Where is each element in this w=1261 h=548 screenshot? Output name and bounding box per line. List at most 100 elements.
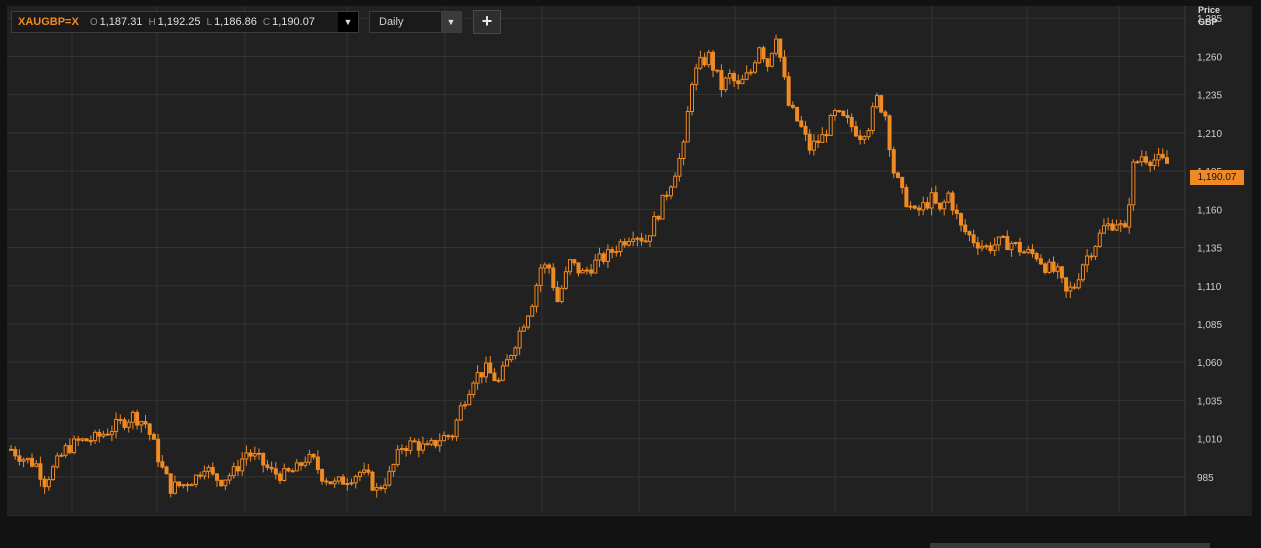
chart-area[interactable]: 985 1,010 1,035 1,060 1,085 1,110 1,135 1,160 1,… — [7, 6, 1252, 516]
add-indicator-button[interactable]: + — [473, 10, 501, 34]
candle-body — [172, 481, 177, 494]
candle-body — [912, 205, 917, 209]
candle-body — [72, 438, 77, 454]
candle-body — [559, 287, 564, 303]
candle-body — [984, 245, 989, 248]
candle-body — [471, 382, 476, 395]
candle-body — [441, 435, 446, 442]
candle-body — [946, 192, 951, 203]
candle-body — [858, 135, 863, 140]
candle-body — [30, 457, 35, 467]
candle-body — [290, 470, 295, 473]
candle-body — [551, 267, 556, 289]
candle-body — [42, 478, 47, 488]
candle-body — [1152, 159, 1157, 166]
candle-body — [748, 71, 753, 74]
currency-label: GBP — [1198, 17, 1218, 27]
candle-body — [740, 78, 745, 85]
candle-body — [954, 209, 959, 215]
candle-body — [408, 440, 413, 451]
candle-body — [349, 482, 354, 485]
candle-body — [223, 479, 228, 487]
candle-body — [1143, 156, 1148, 163]
candle-body — [336, 476, 341, 482]
symbol-quote-selector[interactable]: XAUGBP=X O 1,187.31 H 1,192.25 L 1,186.8… — [11, 11, 359, 33]
candle-body — [278, 473, 283, 481]
candle-body — [1089, 255, 1094, 258]
candle-body — [315, 456, 320, 471]
candle-body — [584, 269, 589, 272]
candle-body — [151, 433, 156, 440]
candle-body — [84, 438, 89, 442]
candle-body — [391, 463, 396, 472]
candle-body — [698, 57, 703, 69]
candle-body — [395, 449, 400, 465]
candle-body — [757, 47, 762, 64]
candle-body — [568, 259, 573, 273]
candle-body — [80, 438, 85, 441]
chevron-down-icon[interactable]: ▼ — [338, 12, 358, 32]
candle-body — [576, 262, 581, 274]
candle-body — [992, 244, 997, 252]
candle-body — [618, 241, 623, 253]
candle-body — [534, 284, 539, 307]
candle-body — [761, 47, 766, 60]
candle-body — [900, 176, 905, 189]
candle-body — [677, 158, 682, 177]
candle-body — [1156, 153, 1161, 161]
candle-body — [1026, 248, 1031, 253]
candle-body — [97, 431, 102, 437]
candle-body — [639, 237, 644, 242]
candle-body — [769, 52, 774, 67]
interval-dropdown[interactable]: Daily ▼ — [369, 11, 462, 33]
candle-body — [345, 482, 350, 485]
candle-body — [404, 448, 409, 451]
candle-body — [475, 372, 480, 384]
candle-body — [93, 431, 98, 442]
candle-body — [1068, 286, 1073, 292]
candle-body — [311, 453, 316, 458]
candle-body — [76, 438, 81, 441]
candle-body — [462, 404, 467, 407]
candle-body — [450, 435, 455, 438]
candle-body — [790, 104, 795, 108]
candle-body — [185, 484, 190, 487]
candle-body — [996, 236, 1001, 246]
candle-body — [303, 461, 308, 466]
candle-body — [1076, 279, 1081, 289]
candle-body — [425, 443, 430, 446]
candle-body — [130, 411, 135, 423]
candle-body — [807, 133, 812, 151]
candle-body — [168, 473, 173, 494]
candle-body — [101, 433, 106, 437]
candle-body — [542, 264, 547, 269]
candle-body — [1051, 261, 1056, 272]
candle-body — [156, 438, 161, 463]
interval-label: Daily — [379, 16, 404, 28]
y-tick-label: 1,235 — [1197, 91, 1222, 102]
price-axis-label: Price — [1198, 5, 1221, 15]
candle-body — [122, 419, 127, 428]
candle-body — [1127, 204, 1132, 228]
candle-body — [711, 51, 716, 71]
chevron-down-icon[interactable]: ▼ — [441, 12, 461, 32]
candle-body — [635, 237, 640, 240]
candle-body — [938, 202, 943, 210]
candle-body — [181, 484, 186, 487]
candle-body — [353, 475, 358, 484]
candle-body — [1165, 157, 1169, 164]
candle-body — [732, 73, 737, 82]
candle-body — [1043, 263, 1048, 273]
candle-body — [547, 264, 552, 269]
candle-body — [597, 253, 602, 261]
candle-body — [193, 474, 198, 485]
candle-body — [908, 205, 913, 208]
time-scrollbar[interactable] — [930, 543, 1210, 548]
candle-body — [1114, 224, 1119, 231]
candle-body — [105, 433, 110, 436]
price-chart[interactable]: 985 1,010 1,035 1,060 1,085 1,110 1,135 1,160 1,… — [7, 6, 1252, 516]
low-value: 1,186.86 — [214, 16, 257, 28]
candle-body — [1122, 223, 1127, 228]
candle-body — [500, 365, 505, 381]
candle-body — [1013, 241, 1018, 244]
